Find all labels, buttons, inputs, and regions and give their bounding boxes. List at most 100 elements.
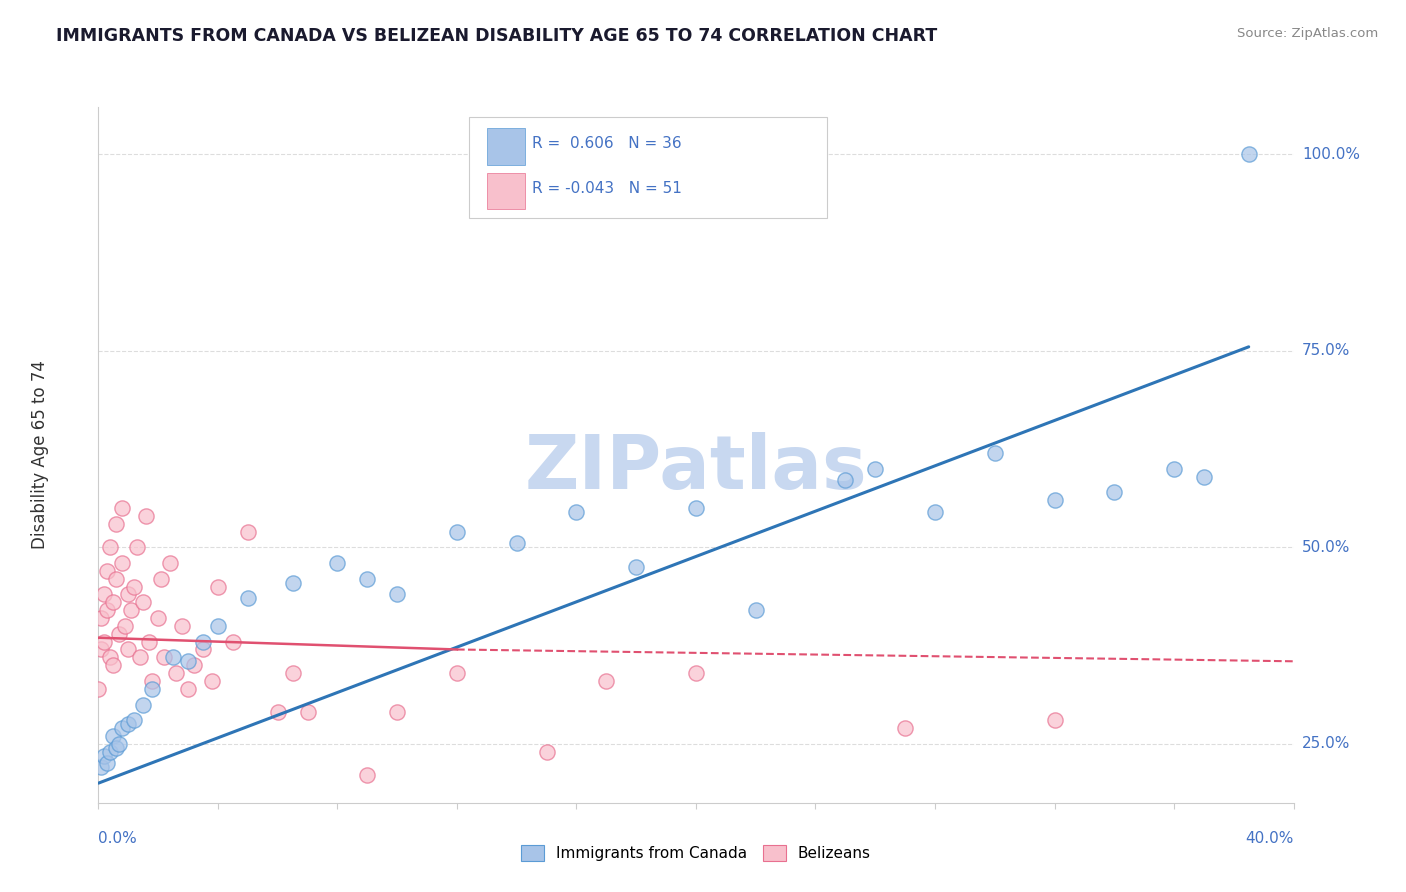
Point [983,446,1005,460]
Point [385,706,409,720]
Point [172,619,194,633]
Point [141,681,163,696]
Point [236,591,259,606]
Point [191,642,214,657]
Point [150,572,173,586]
Point [90,611,112,625]
Point [98,650,122,665]
Point [1163,461,1185,475]
Point [132,595,155,609]
Point [96,756,118,771]
Point [536,745,558,759]
FancyBboxPatch shape [470,118,827,219]
Point [90,760,112,774]
Point [267,706,290,720]
Point [129,650,152,665]
Point [177,654,200,668]
Point [96,603,118,617]
Point [111,556,134,570]
Point [165,666,187,681]
Point [120,603,142,617]
Text: 25.0%: 25.0% [1302,736,1350,751]
Point [159,556,181,570]
Point [124,580,146,594]
FancyBboxPatch shape [486,128,524,165]
Point [1237,147,1260,161]
Point [201,673,224,688]
Point [183,658,205,673]
Point [135,508,157,523]
Text: Disability Age 65 to 74: Disability Age 65 to 74 [31,360,49,549]
Point [595,673,617,688]
Point [108,737,131,751]
Point [105,516,128,531]
FancyBboxPatch shape [486,172,524,209]
Point [222,634,245,648]
Point [114,619,136,633]
Text: 75.0%: 75.0% [1302,343,1350,359]
Point [745,603,768,617]
Text: R =  0.606   N = 36: R = 0.606 N = 36 [533,136,682,151]
Text: 50.0%: 50.0% [1302,540,1350,555]
Text: 40.0%: 40.0% [1246,830,1294,846]
Point [117,717,139,731]
Text: IMMIGRANTS FROM CANADA VS BELIZEAN DISABILITY AGE 65 TO 74 CORRELATION CHART: IMMIGRANTS FROM CANADA VS BELIZEAN DISAB… [56,27,938,45]
Point [87,681,110,696]
Point [111,500,134,515]
Point [894,721,917,735]
Point [117,642,139,657]
Legend: Immigrants from Canada, Belizeans: Immigrants from Canada, Belizeans [522,846,870,862]
Text: Source: ZipAtlas.com: Source: ZipAtlas.com [1237,27,1378,40]
Point [356,572,378,586]
Point [281,575,304,590]
Text: ZIPatlas: ZIPatlas [524,433,868,506]
Point [685,666,707,681]
Point [207,580,229,594]
Point [1104,485,1126,500]
Point [93,634,115,648]
Point [924,505,946,519]
Point [132,698,155,712]
Point [506,536,529,550]
Point [326,556,349,570]
Point [111,721,134,735]
Point [177,681,200,696]
Point [141,673,163,688]
Point [385,587,409,601]
Point [565,505,588,519]
Point [236,524,259,539]
Point [105,740,128,755]
Point [105,572,128,586]
Point [685,500,707,515]
Text: R = -0.043   N = 51: R = -0.043 N = 51 [533,181,682,196]
Point [207,619,229,633]
Point [90,642,112,657]
Point [1043,493,1066,508]
Point [191,634,214,648]
Point [356,768,378,782]
Point [297,706,319,720]
Text: 0.0%: 0.0% [98,830,138,846]
Point [281,666,304,681]
Point [1043,713,1066,727]
Point [127,541,149,555]
Point [108,627,131,641]
Point [162,650,184,665]
Point [446,666,468,681]
Point [834,474,856,488]
Text: 100.0%: 100.0% [1302,146,1360,161]
Point [98,745,122,759]
Point [98,541,122,555]
Point [103,729,125,743]
Point [148,611,170,625]
Point [117,587,139,601]
Point [103,658,125,673]
Point [446,524,468,539]
Point [124,713,146,727]
Point [865,461,887,475]
Point [93,748,115,763]
Point [93,587,115,601]
Point [153,650,176,665]
Point [1192,469,1215,483]
Point [624,560,647,574]
